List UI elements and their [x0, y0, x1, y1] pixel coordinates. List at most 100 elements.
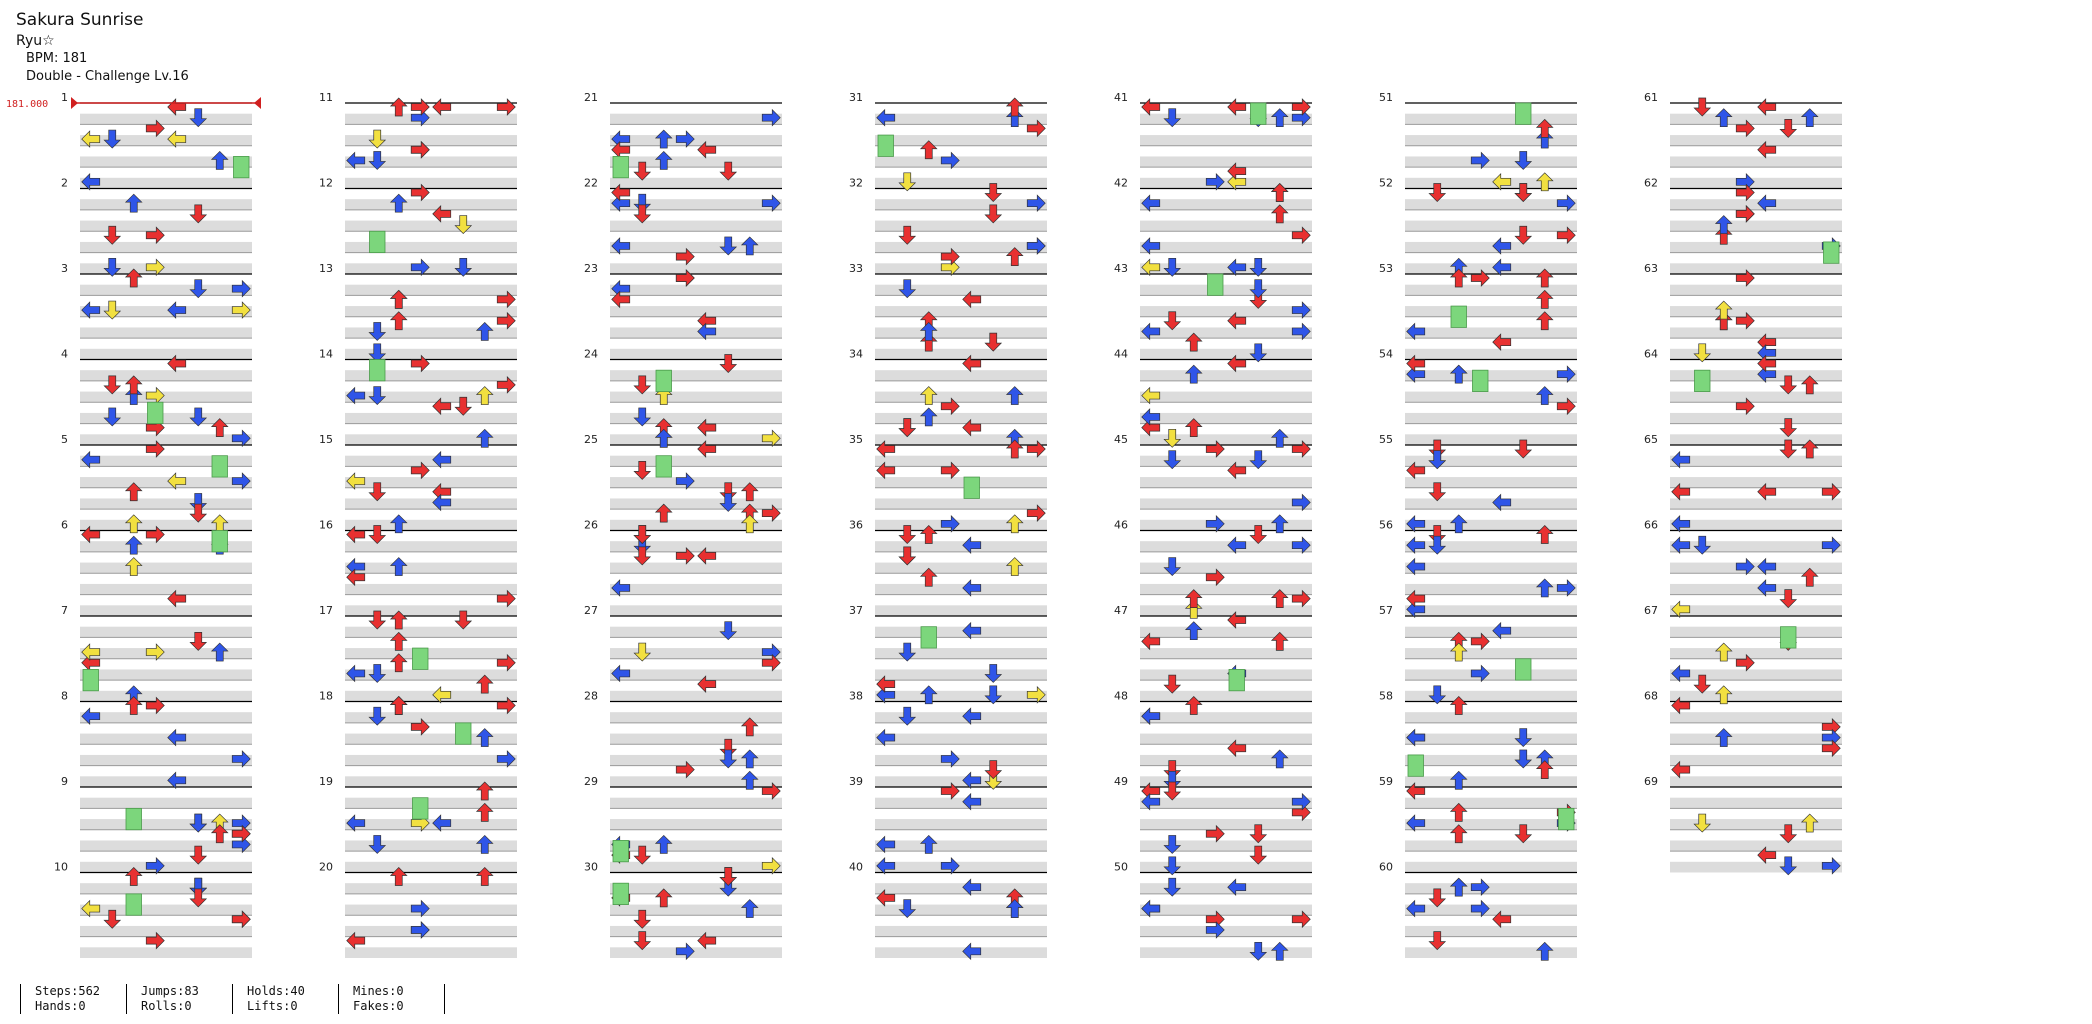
measure-number: 56: [1379, 519, 1393, 532]
step-arrow-icon: [410, 258, 430, 277]
step-arrow-icon: [1671, 600, 1691, 619]
step-arrow-icon: [697, 140, 717, 159]
step-arrow-icon: [81, 643, 101, 661]
step-arrow-icon: [1270, 108, 1289, 128]
step-arrow-icon: [189, 813, 208, 833]
beat-stripe: [610, 220, 782, 232]
step-arrow-icon: [189, 632, 208, 651]
beat-stripe: [80, 519, 252, 531]
step-arrow-icon: [389, 696, 408, 715]
step-arrow-icon: [633, 193, 652, 213]
beat-stripe: [1670, 541, 1842, 552]
beat-stripe: [1405, 498, 1577, 510]
beat-stripe: [345, 434, 517, 445]
beat-stripe: [610, 904, 782, 916]
beat-stripe: [80, 199, 252, 210]
step-arrow-icon: [1249, 941, 1268, 961]
beat-stripe: [80, 861, 252, 873]
step-arrow-icon: [898, 706, 917, 726]
step-arrow-icon: [1821, 856, 1841, 875]
step-arrow-icon: [919, 567, 938, 587]
step-arrow-icon: [167, 301, 187, 319]
step-arrow-icon: [1735, 269, 1755, 287]
measure-21: 21: [584, 91, 782, 189]
measure-65: 65: [1644, 433, 1842, 531]
beat-stripe: [1670, 177, 1842, 189]
beat-stripe: [1140, 733, 1312, 745]
step-arrow-icon: [654, 503, 673, 523]
song-artist: Ryu☆: [16, 33, 55, 49]
measure-number: 54: [1379, 348, 1393, 361]
beat-stripe: [80, 220, 252, 232]
measure-11: 11: [319, 91, 517, 189]
step-arrow-icon: [475, 428, 494, 448]
measure-number: 7: [61, 604, 68, 617]
step-arrow-icon: [145, 258, 165, 277]
step-arrow-icon: [1184, 364, 1203, 384]
beat-stripe: [610, 797, 782, 809]
beat-stripe: [875, 840, 1047, 852]
step-arrow-icon: [368, 835, 387, 854]
step-arrow-icon: [898, 546, 917, 566]
step-arrow-icon: [962, 290, 982, 309]
step-arrow-icon: [231, 279, 251, 298]
step-arrow-icon: [984, 332, 1003, 352]
step-arrow-icon: [1406, 514, 1426, 533]
step-arrow-icon: [389, 97, 408, 117]
beat-stripe: [1670, 199, 1842, 210]
beat-stripe: [345, 263, 517, 274]
step-arrow-icon: [410, 899, 430, 918]
step-arrow-icon: [1556, 397, 1576, 416]
step-arrow-icon: [389, 289, 408, 309]
beat-stripe: [1140, 712, 1312, 723]
step-arrow-icon: [1227, 98, 1247, 116]
beat-stripe: [80, 177, 252, 189]
step-arrow-icon: [675, 547, 695, 565]
step-arrow-icon: [1556, 579, 1576, 597]
beat-stripe: [1140, 797, 1312, 809]
beat-stripe: [345, 498, 517, 510]
beat-stripe: [610, 562, 782, 574]
measure-number: 69: [1644, 775, 1658, 788]
step-arrow-icon: [189, 845, 208, 865]
step-arrow-icon: [368, 706, 387, 726]
step-arrow-icon: [145, 856, 165, 875]
step-arrow-icon: [346, 472, 366, 490]
beat-stripe: [345, 241, 517, 253]
step-arrow-icon: [898, 642, 917, 662]
step-arrow-icon: [1428, 482, 1447, 502]
measure-number: 16: [319, 519, 333, 532]
measure-51: 51: [1379, 91, 1577, 189]
step-arrow-icon: [475, 781, 494, 801]
beat-stripe: [1405, 284, 1577, 296]
hold-note-body: [1228, 669, 1245, 692]
step-arrow-icon: [454, 396, 473, 416]
step-arrow-icon: [675, 130, 695, 148]
step-arrow-icon: [1291, 493, 1311, 512]
measure-number: 5: [61, 433, 68, 446]
beat-stripe: [1405, 434, 1577, 445]
measure-67: 67: [1644, 604, 1842, 702]
step-arrow-icon: [611, 183, 631, 202]
step-arrow-icon: [761, 504, 781, 522]
beat-stripe: [1140, 669, 1312, 681]
step-arrow-icon: [919, 321, 938, 341]
measure-number: 15: [319, 433, 333, 446]
step-arrow-icon: [1005, 97, 1024, 117]
measure-number: 37: [849, 604, 863, 617]
step-arrow-icon: [124, 557, 143, 576]
step-arrow-icon: [346, 386, 366, 405]
step-arrow-icon: [81, 707, 101, 726]
beat-stripe: [1140, 648, 1312, 659]
step-arrow-icon: [346, 664, 366, 683]
step-arrow-icon: [611, 664, 631, 683]
beat-stripe: [345, 541, 517, 552]
beat-stripe: [1140, 883, 1312, 894]
beat-stripe: [1670, 690, 1842, 702]
step-arrow-icon: [1163, 877, 1182, 897]
step-arrow-icon: [898, 418, 917, 438]
hold-note-body: [369, 359, 386, 382]
measure-number: 66: [1644, 519, 1658, 532]
beat-stripe: [1405, 241, 1577, 253]
stat-lifts: Lifts:0: [247, 999, 298, 1013]
